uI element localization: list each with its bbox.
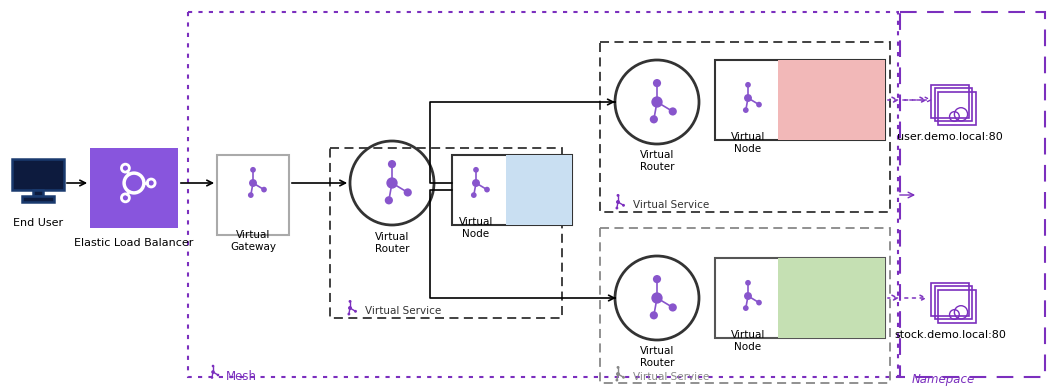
Circle shape: [211, 370, 214, 374]
Circle shape: [756, 300, 761, 305]
Bar: [90, 148, 178, 228]
Bar: [778, 60, 885, 140]
Text: Virtual Service: Virtual Service: [365, 306, 441, 316]
Bar: [33, 190, 43, 196]
Circle shape: [616, 200, 620, 204]
Bar: [939, 290, 976, 323]
Circle shape: [622, 204, 625, 207]
Text: Virtual
Node: Virtual Node: [731, 132, 766, 154]
Text: Virtual
Router: Virtual Router: [375, 232, 410, 254]
Bar: [188, 12, 898, 377]
Circle shape: [743, 305, 749, 311]
Bar: [778, 258, 885, 338]
Text: Virtual Service: Virtual Service: [633, 372, 710, 382]
Circle shape: [211, 365, 214, 367]
Bar: [600, 228, 890, 383]
Circle shape: [617, 366, 620, 369]
Circle shape: [472, 179, 480, 187]
Circle shape: [617, 194, 620, 197]
Circle shape: [744, 292, 752, 300]
Circle shape: [668, 303, 677, 312]
Circle shape: [484, 187, 490, 192]
Bar: [935, 286, 973, 319]
Circle shape: [616, 206, 619, 210]
Circle shape: [668, 108, 677, 116]
Circle shape: [622, 376, 625, 379]
Circle shape: [261, 187, 267, 192]
Text: Virtual
Node: Virtual Node: [458, 217, 493, 239]
Bar: [900, 12, 1045, 377]
Circle shape: [347, 313, 351, 316]
Bar: [715, 60, 885, 140]
Circle shape: [653, 275, 661, 283]
Circle shape: [746, 82, 751, 88]
Circle shape: [216, 374, 220, 376]
Circle shape: [386, 178, 398, 189]
Circle shape: [616, 378, 619, 382]
Text: Virtual Service: Virtual Service: [633, 200, 710, 210]
Text: user.demo.local:80: user.demo.local:80: [898, 132, 1003, 142]
Circle shape: [653, 79, 661, 87]
Bar: [715, 258, 885, 338]
Circle shape: [348, 306, 352, 310]
Circle shape: [652, 292, 663, 304]
Circle shape: [744, 94, 752, 102]
Text: End User: End User: [13, 218, 63, 228]
Circle shape: [473, 167, 478, 173]
Text: Namepace: Namepace: [912, 373, 976, 386]
Circle shape: [248, 192, 253, 198]
Bar: [216, 155, 289, 235]
Circle shape: [250, 167, 256, 173]
Circle shape: [388, 160, 396, 168]
Circle shape: [403, 188, 412, 197]
Circle shape: [746, 280, 751, 286]
Bar: [506, 155, 572, 225]
Text: Virtual
Router: Virtual Router: [640, 346, 674, 368]
Bar: [12, 159, 64, 190]
Text: Virtual
Node: Virtual Node: [731, 330, 766, 352]
Circle shape: [348, 300, 352, 303]
Circle shape: [649, 115, 658, 124]
Circle shape: [211, 376, 213, 379]
Bar: [939, 91, 976, 125]
Circle shape: [652, 96, 663, 108]
Circle shape: [756, 102, 761, 108]
Circle shape: [384, 196, 393, 204]
Bar: [600, 42, 890, 212]
Text: Stock
API: Stock API: [812, 283, 850, 313]
Text: Virtual
Router: Virtual Router: [640, 150, 674, 172]
Bar: [329, 148, 562, 318]
Bar: [931, 283, 968, 316]
Circle shape: [616, 372, 620, 376]
Text: Virtual
Gateway: Virtual Gateway: [230, 230, 276, 251]
Text: Mesh: Mesh: [226, 369, 257, 382]
Text: Frontend: Frontend: [513, 183, 565, 197]
Text: User
API: User API: [815, 85, 847, 115]
Bar: [22, 196, 54, 202]
Circle shape: [354, 310, 357, 313]
Bar: [935, 88, 973, 121]
Circle shape: [743, 107, 749, 113]
Circle shape: [249, 179, 257, 187]
Circle shape: [471, 192, 476, 198]
Bar: [452, 155, 572, 225]
Text: stock.demo.local:80: stock.demo.local:80: [894, 330, 1006, 340]
Text: Elastic Load Balancer: Elastic Load Balancer: [74, 238, 193, 248]
Bar: [931, 84, 968, 118]
Circle shape: [649, 311, 658, 319]
